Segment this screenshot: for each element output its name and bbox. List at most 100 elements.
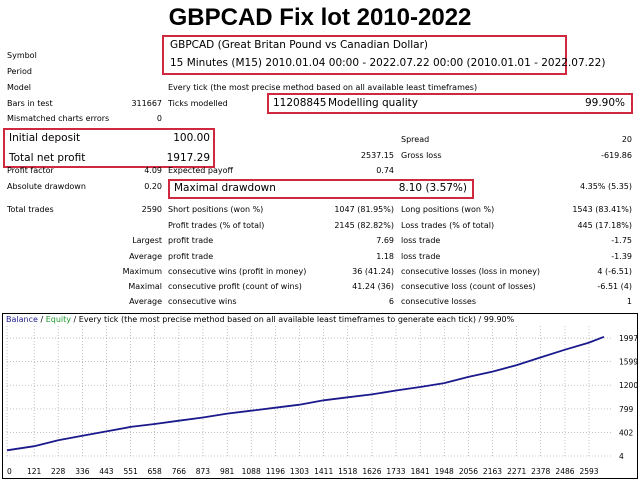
stat-row-a-value: 6 xyxy=(388,297,394,306)
short-positions-label: Short positions (won %) xyxy=(168,205,264,214)
short-positions-value: 1047 (81.95%) xyxy=(334,205,394,214)
period-value: 15 Minutes (M15) 2010.01.04 00:00 - 2022… xyxy=(170,57,606,69)
x-tick-label: 1518 xyxy=(338,467,357,476)
model-label: Model xyxy=(7,83,32,92)
quality-value: 99.90% xyxy=(584,97,625,109)
legend-separator: / xyxy=(37,315,46,324)
expected-payoff-label: Expected payoff xyxy=(168,166,233,175)
x-tick-label: 2593 xyxy=(579,467,598,476)
profit-trades-label: Profit trades (% of total) xyxy=(168,221,265,230)
x-tick-label: 1948 xyxy=(435,467,454,476)
chart-legend: Balance / Equity / Every tick (the most … xyxy=(6,315,514,325)
stat-row-b-label: consecutive loss (count of losses) xyxy=(401,282,536,291)
stat-row-a-label: consecutive wins xyxy=(168,297,237,306)
legend-equity: Equity xyxy=(45,315,71,324)
y-tick-label: 799 xyxy=(619,405,634,414)
x-tick-label: 551 xyxy=(124,467,139,476)
model-value: Every tick (the most precise method base… xyxy=(168,83,478,92)
absolute-drawdown-value: 0.20 xyxy=(144,182,162,191)
quality-label: Modelling quality xyxy=(328,97,418,109)
x-tick-label: 336 xyxy=(75,467,90,476)
y-tick-label: 402 xyxy=(619,428,634,437)
symbol-period-highlight xyxy=(162,35,567,75)
report-title: GBPCAD Fix lot 2010-2022 xyxy=(168,4,472,31)
x-tick-label: 981 xyxy=(220,467,235,476)
x-tick-label: 1303 xyxy=(290,467,309,476)
deposit-profit-highlight xyxy=(3,128,215,168)
drawdown-highlight xyxy=(168,179,474,199)
stat-row-b-value: 4 (-6.51) xyxy=(597,267,632,276)
stat-row-b-label: consecutive losses xyxy=(401,297,477,306)
symbol-label: Symbol xyxy=(7,51,37,60)
y-tick-label: 1599 xyxy=(619,358,637,367)
initial-deposit-label: Initial deposit xyxy=(9,132,81,144)
x-tick-label: 0 xyxy=(7,467,12,476)
stat-row-a-value: 36 (41.24) xyxy=(352,267,394,276)
balance-chart: Balance / Equity / Every tick (the most … xyxy=(2,313,638,479)
maximal-drawdown-value: 8.10 (3.57%) xyxy=(398,182,467,194)
relative-drawdown-value: 4.35% (5.35) xyxy=(579,182,632,191)
maximal-drawdown-label: Maximal drawdown xyxy=(174,182,276,194)
stat-row-a-label: consecutive profit (count of wins) xyxy=(168,282,302,291)
x-tick-label: 1626 xyxy=(362,467,381,476)
spread-value: 20 xyxy=(621,135,632,144)
gross-loss-label: Gross loss xyxy=(401,151,442,160)
x-tick-label: 2271 xyxy=(507,467,526,476)
long-positions-label: Long positions (won %) xyxy=(401,205,495,214)
spread-label: Spread xyxy=(401,135,430,144)
long-positions-value: 1543 (83.41%) xyxy=(572,205,632,214)
legend-balance: Balance xyxy=(6,315,38,324)
x-tick-label: 873 xyxy=(196,467,211,476)
stat-row-a-label: consecutive wins (profit in money) xyxy=(168,267,307,276)
stat-row-prefix: Maximal xyxy=(128,282,162,291)
x-tick-label: 658 xyxy=(148,467,163,476)
x-tick-label: 2486 xyxy=(555,467,574,476)
period-label: Period xyxy=(7,67,32,76)
stat-row-b-value: -1.39 xyxy=(611,252,632,261)
stat-row-b-label: loss trade xyxy=(401,236,441,245)
stat-row-b-value: 1 xyxy=(626,297,632,306)
gross-profit-value: 2537.15 xyxy=(360,151,394,160)
stat-row-a-value: 1.18 xyxy=(376,252,394,261)
stat-row-prefix: Maximum xyxy=(122,267,162,276)
loss-trades-label: Loss trades (% of total) xyxy=(401,221,495,230)
stat-row-prefix: Largest xyxy=(132,236,162,245)
ticks-value: 11208845 xyxy=(273,97,327,109)
stat-row-a-label: profit trade xyxy=(168,252,214,261)
stat-row-a-value: 7.69 xyxy=(376,236,394,245)
stat-row-a-value: 41.24 (36) xyxy=(352,282,394,291)
x-tick-label: 766 xyxy=(172,467,187,476)
legend-description: / Every tick (the most precise method ba… xyxy=(70,315,515,324)
gross-loss-value: -619.86 xyxy=(601,151,632,160)
stat-row-b-value: -6.51 (4) xyxy=(597,282,632,291)
stat-row-b-value: -1.75 xyxy=(611,236,632,245)
x-tick-label: 443 xyxy=(99,467,114,476)
bars-value: 311667 xyxy=(131,99,162,108)
stat-row-b-label: loss trade xyxy=(401,252,441,261)
y-tick-label: 1200 xyxy=(619,381,637,390)
y-tick-label: 4 xyxy=(619,452,624,461)
x-tick-label: 1196 xyxy=(266,467,285,476)
stat-row-prefix: Average xyxy=(129,252,162,261)
loss-trades-value: 445 (17.18%) xyxy=(577,221,632,230)
x-tick-label: 228 xyxy=(51,467,66,476)
x-tick-label: 1088 xyxy=(242,467,261,476)
expected-payoff-value: 0.74 xyxy=(376,166,394,175)
ticks-label: Ticks modelled xyxy=(168,99,228,108)
x-tick-label: 121 xyxy=(27,467,42,476)
profit-factor-value: 4.09 xyxy=(144,166,162,175)
total-trades-value: 2590 xyxy=(141,205,162,214)
symbol-value: GBPCAD (Great Britan Pound vs Canadian D… xyxy=(170,39,429,51)
profit-trades-value: 2145 (82.82%) xyxy=(334,221,394,230)
total-trades-label: Total trades xyxy=(7,205,54,214)
y-tick-label: 1997 xyxy=(619,334,637,343)
initial-deposit-value: 100.00 xyxy=(173,132,210,144)
stat-row-a-label: profit trade xyxy=(168,236,214,245)
mismatched-label: Mismatched charts errors xyxy=(7,114,110,123)
x-tick-label: 1733 xyxy=(386,467,405,476)
bars-label: Bars in test xyxy=(7,99,53,108)
mismatched-value: 0 xyxy=(156,114,162,123)
x-tick-label: 1841 xyxy=(411,467,430,476)
quality-highlight xyxy=(267,93,633,114)
stat-row-b-label: consecutive losses (loss in money) xyxy=(401,267,541,276)
